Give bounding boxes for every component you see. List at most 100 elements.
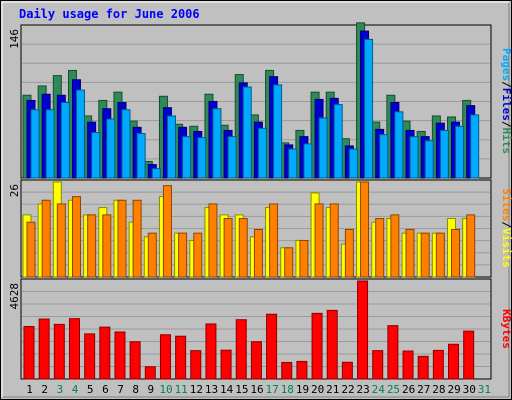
kbytes-bar xyxy=(417,355,429,380)
pages-bar xyxy=(106,118,116,179)
kbytes-bar xyxy=(84,333,96,380)
pages-bar xyxy=(60,102,70,179)
x-tick-label: 24 xyxy=(372,383,386,396)
kbytes-bar xyxy=(387,325,399,380)
kbytes-bar xyxy=(311,312,323,380)
y-axis-label-part: Pages xyxy=(500,48,512,81)
kbytes-panel: 4628 KBytes xyxy=(8,278,512,380)
x-tick-label: 5 xyxy=(87,383,94,396)
kbytes-bar xyxy=(372,350,384,380)
sites-bar xyxy=(466,214,476,278)
pages-bar xyxy=(151,168,161,179)
x-tick-label: 29 xyxy=(447,383,460,396)
kbytes-bar xyxy=(190,350,202,380)
sites-bar xyxy=(26,221,36,278)
sites-bar xyxy=(41,199,51,278)
pages-bar xyxy=(379,134,389,179)
pages-bar xyxy=(257,127,267,179)
x-tick-label: 25 xyxy=(387,383,400,396)
sites-bar xyxy=(238,218,248,278)
kbytes-bar xyxy=(250,341,262,380)
x-axis-day-labels: 1 2 3 4 5 6 7 8 9 10 11 12 13 14 15 16 17 18 19 20 21 22 23 24 2… xyxy=(26,383,491,396)
pages-bar xyxy=(273,84,283,179)
kbytes-bar xyxy=(463,330,475,380)
kbytes-bar xyxy=(68,318,80,380)
x-tick-label: 3 xyxy=(57,383,64,396)
pages-bar xyxy=(394,111,404,179)
y-axis-label-part: Files xyxy=(500,88,512,121)
sites-bar xyxy=(299,239,309,278)
sites-bar xyxy=(71,196,81,278)
y-axis-label-part: / xyxy=(500,221,512,228)
x-tick-label: 13 xyxy=(205,383,218,396)
pages-bar xyxy=(318,117,328,179)
pages-bar xyxy=(91,131,101,179)
sites-bar xyxy=(451,229,461,278)
x-tick-label: 20 xyxy=(311,383,324,396)
x-tick-label: 27 xyxy=(417,383,430,396)
y-axis-label-part: Hits xyxy=(500,128,512,155)
sites-bar xyxy=(253,229,263,278)
sites-bar xyxy=(56,203,66,278)
pages-bar xyxy=(470,114,480,179)
x-tick-label: 15 xyxy=(235,383,248,396)
x-tick-label: 18 xyxy=(281,383,294,396)
x-tick-label: 14 xyxy=(220,383,234,396)
chart-title: Daily usage for June 2006 xyxy=(19,7,200,21)
pages-bar xyxy=(364,38,374,179)
sites-bar xyxy=(102,214,112,278)
x-tick-label: 19 xyxy=(296,383,309,396)
kbytes-bar xyxy=(144,366,156,380)
x-tick-label: 8 xyxy=(132,383,139,396)
kbytes-bar xyxy=(99,326,111,380)
y-max-label: 146 xyxy=(8,29,21,49)
y-axis-label-part: Visits xyxy=(500,228,512,268)
x-tick-label: 2 xyxy=(41,383,48,396)
x-tick-label: 10 xyxy=(159,383,172,396)
kbytes-bar xyxy=(448,343,460,380)
kbytes-bar xyxy=(357,280,369,380)
y-axis-label: KBytes xyxy=(500,309,512,349)
kbytes-bar xyxy=(175,335,187,380)
x-tick-label: 17 xyxy=(266,383,279,396)
x-tick-label: 16 xyxy=(250,383,263,396)
pages-bar xyxy=(227,136,237,179)
sites-bar xyxy=(178,232,188,278)
sites-bar xyxy=(375,218,385,278)
kbytes-bar xyxy=(53,323,65,380)
y-axis-label-part: / xyxy=(500,121,512,128)
sites-bar xyxy=(360,181,370,278)
x-tick-label: 7 xyxy=(117,383,124,396)
pages-bar xyxy=(197,137,207,179)
sites-bar xyxy=(329,203,339,278)
kbytes-bar xyxy=(296,360,308,380)
pages-bar xyxy=(333,104,343,179)
y-axis-label: Sites/Visits xyxy=(500,188,512,268)
pages-bar xyxy=(455,125,465,179)
pages-bar xyxy=(409,136,419,179)
sites-bar xyxy=(117,199,127,278)
pages-bar xyxy=(424,140,434,179)
pages-bar xyxy=(121,109,131,179)
x-tick-label: 12 xyxy=(190,383,203,396)
x-tick-label: 4 xyxy=(72,383,79,396)
x-tick-label: 1 xyxy=(26,383,33,396)
pages-bar xyxy=(75,89,85,179)
kbytes-bar xyxy=(341,361,353,380)
x-tick-label: 9 xyxy=(148,383,155,396)
y-max-label: 4628 xyxy=(8,283,21,310)
kbytes-bar xyxy=(402,350,414,380)
sites-bar xyxy=(420,232,430,278)
sites-bar xyxy=(405,229,415,278)
x-tick-label: 23 xyxy=(357,383,370,396)
kbytes-bar xyxy=(114,331,126,380)
pages-bar xyxy=(212,108,222,179)
pages-bar xyxy=(242,86,252,179)
kbytes-bar xyxy=(23,325,35,380)
pages-bar xyxy=(439,129,449,179)
kbytes-bar xyxy=(129,341,141,380)
x-tick-label: 21 xyxy=(326,383,339,396)
kbytes-bar xyxy=(235,319,247,380)
